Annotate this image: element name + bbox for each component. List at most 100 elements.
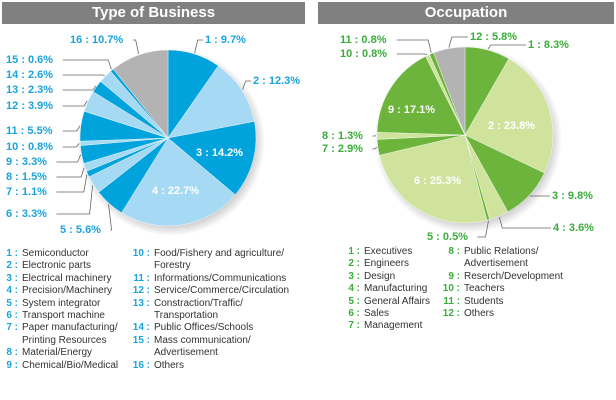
business-legend-item: 1 : Semiconductor [0, 248, 118, 260]
legend-number: 8 : [448, 246, 460, 257]
business-data-label-11: 11 : 5.5% [6, 125, 53, 137]
business-data-label-1: 1 : 9.7% [205, 34, 246, 46]
legend-text: Constraction/Traffic/ Transportation [154, 297, 243, 322]
occupation-legend-item: 2 : Engineers [342, 258, 430, 270]
legend-number: 5 : [6, 297, 18, 309]
legend-number: 6 : [6, 310, 18, 322]
occupation-leader-line-12 [448, 36, 468, 48]
occupation-data-label-7: 7 : 2.9% [322, 143, 363, 155]
legend-number: 12 : [132, 285, 150, 297]
occupation-data-label-10: 10 : 0.8% [340, 48, 388, 60]
legend-number: 10 : [442, 283, 460, 295]
legend-text: Material/Energy [22, 347, 93, 359]
occupation-data-label-9: 9 : 17.1% [388, 104, 436, 116]
business-legend-item: 16 : Others [132, 360, 289, 372]
occupation-legend-item: 8 : Public Relations/ Advertisement [442, 246, 563, 271]
business-data-label-15: 15 : 0.6% [6, 54, 54, 66]
business-data-label-16: 16 : 10.7% [70, 34, 124, 46]
legend-number: 2 : [6, 260, 18, 272]
occupation-data-label-4: 4 : 3.6% [553, 222, 594, 234]
occupation-legend-item: 6 : Sales [342, 308, 430, 320]
legend-number: 7 : [348, 320, 360, 332]
business-data-label-9: 9 : 3.3% [6, 156, 47, 168]
business-legend-column-1: 1 : Semiconductor 2 : Electronic parts 3 : El… [0, 248, 118, 372]
business-leader-line-6 [56, 185, 94, 215]
legend-text: General Affairs [364, 295, 430, 307]
legend-text: System integrator [22, 297, 101, 309]
legend-number: 1 : [6, 248, 18, 259]
legend-text: Management [364, 320, 423, 332]
business-legend-item: 9 : Chemical/Bio/Medical [0, 360, 118, 372]
occupation-data-label-12: 12 : 5.8% [470, 31, 518, 43]
business-legend-item: 14 : Public Offices/Schools [132, 322, 289, 334]
legend-text: Teachers [464, 283, 505, 295]
business-data-label-3: 3 : 14.2% [196, 147, 244, 159]
occupation-slice-6 [379, 134, 488, 224]
business-data-label-13: 13 : 2.3% [6, 84, 54, 96]
legend-text: Others [464, 308, 495, 320]
legend-number: 13 : [132, 297, 150, 309]
legend-text: Transport machine [22, 310, 105, 322]
occupation-legend-item: 10 : Teachers [442, 283, 563, 295]
occupation-data-label-6: 6 : 25.3% [414, 175, 462, 187]
occupation-leader-line-4 [498, 217, 551, 229]
business-legend-item: 5 : System integrator [0, 298, 118, 310]
business-leader-line-13 [62, 85, 97, 91]
business-data-label-14: 14 : 2.6% [6, 69, 54, 81]
occupation-legend-item: 11 : Students [442, 296, 563, 308]
business-leader-line-8 [56, 167, 85, 178]
business-legend-item: 15 : Mass communication/ Advertisement [132, 335, 289, 360]
business-data-label-10: 10 : 0.8% [6, 141, 54, 153]
legend-number: 2 : [348, 258, 360, 270]
legend-number: 3 : [6, 272, 18, 284]
legend-text: Design [364, 270, 396, 282]
legend-text: Semiconductor [22, 248, 89, 259]
business-data-label-8: 8 : 1.5% [6, 171, 47, 183]
legend-text: Food/Fishery and agriculture/ Forestry [154, 248, 285, 272]
legend-text: Executives [364, 246, 413, 257]
business-legend-item: 11 : Informations/Communications [132, 273, 289, 285]
occupation-leader-line-5 [477, 220, 489, 238]
occupation-legend-item: 1 : Executives [342, 246, 430, 258]
occupation-legend-item: 7 : Management [342, 320, 430, 332]
legend-text: Public Offices/Schools [154, 322, 254, 334]
business-leader-line-1 [194, 39, 203, 54]
occupation-legend-item: 4 : Manufacturing [342, 283, 430, 295]
occupation-legend-item: 5 : General Affairs [342, 296, 430, 308]
legend-number: 4 : [348, 283, 360, 295]
occupation-data-label-2: 2 : 23.8% [488, 120, 536, 132]
occupation-data-label-8: 8 : 1.3% [322, 130, 363, 142]
business-legend-item: 4 : Precision/Machinery [0, 285, 118, 297]
occupation-slice-9 [376, 56, 466, 136]
business-data-label-2: 2 : 12.3% [253, 75, 301, 87]
legend-text: Electronic parts [22, 260, 91, 272]
business-data-label-4: 4 : 22.7% [152, 185, 200, 197]
business-data-label-5: 5 : 5.6% [60, 224, 101, 236]
business-data-label-6: 6 : 3.3% [6, 208, 47, 220]
occupation-legend-column-2: 8 : Public Relations/ Advertisement 9 : Res… [442, 246, 563, 320]
occupation-slice-2 [464, 58, 554, 174]
legend-text: Paper manufacturing/ Printing Resources [22, 322, 118, 346]
legend-text: Electrical machinery [22, 272, 112, 284]
occupation-leader-line-7 [372, 147, 378, 150]
legend-text: Chemical/Bio/Medical [22, 359, 119, 371]
legend-text: Sales [364, 308, 390, 320]
legend-number: 15 : [132, 334, 150, 346]
legend-number: 8 : [6, 347, 18, 359]
business-chart-title: Type of Business [2, 2, 305, 24]
business-legend-item: 13 : Constraction/Traffic/ Transportation [132, 298, 289, 323]
legend-number: 10 : [132, 248, 150, 259]
legend-text: Precision/Machinery [22, 285, 113, 297]
business-slice-4 [121, 137, 236, 227]
legend-number: 7 : [6, 322, 18, 334]
business-leader-line-9 [56, 154, 81, 163]
business-data-label-7: 7 : 1.1% [6, 186, 47, 198]
occupation-legend-column-1: 1 : Executives 2 : Engineers 3 : Design 4 : Man… [342, 246, 430, 333]
legend-number: 14 : [132, 322, 150, 334]
legend-text: Engineers [364, 258, 410, 270]
business-slice-16 [112, 49, 169, 139]
business-data-label-12: 12 : 3.9% [6, 100, 54, 112]
legend-text: Reserch/Development [464, 270, 563, 282]
occupation-chart-title: Occupation [318, 2, 614, 24]
